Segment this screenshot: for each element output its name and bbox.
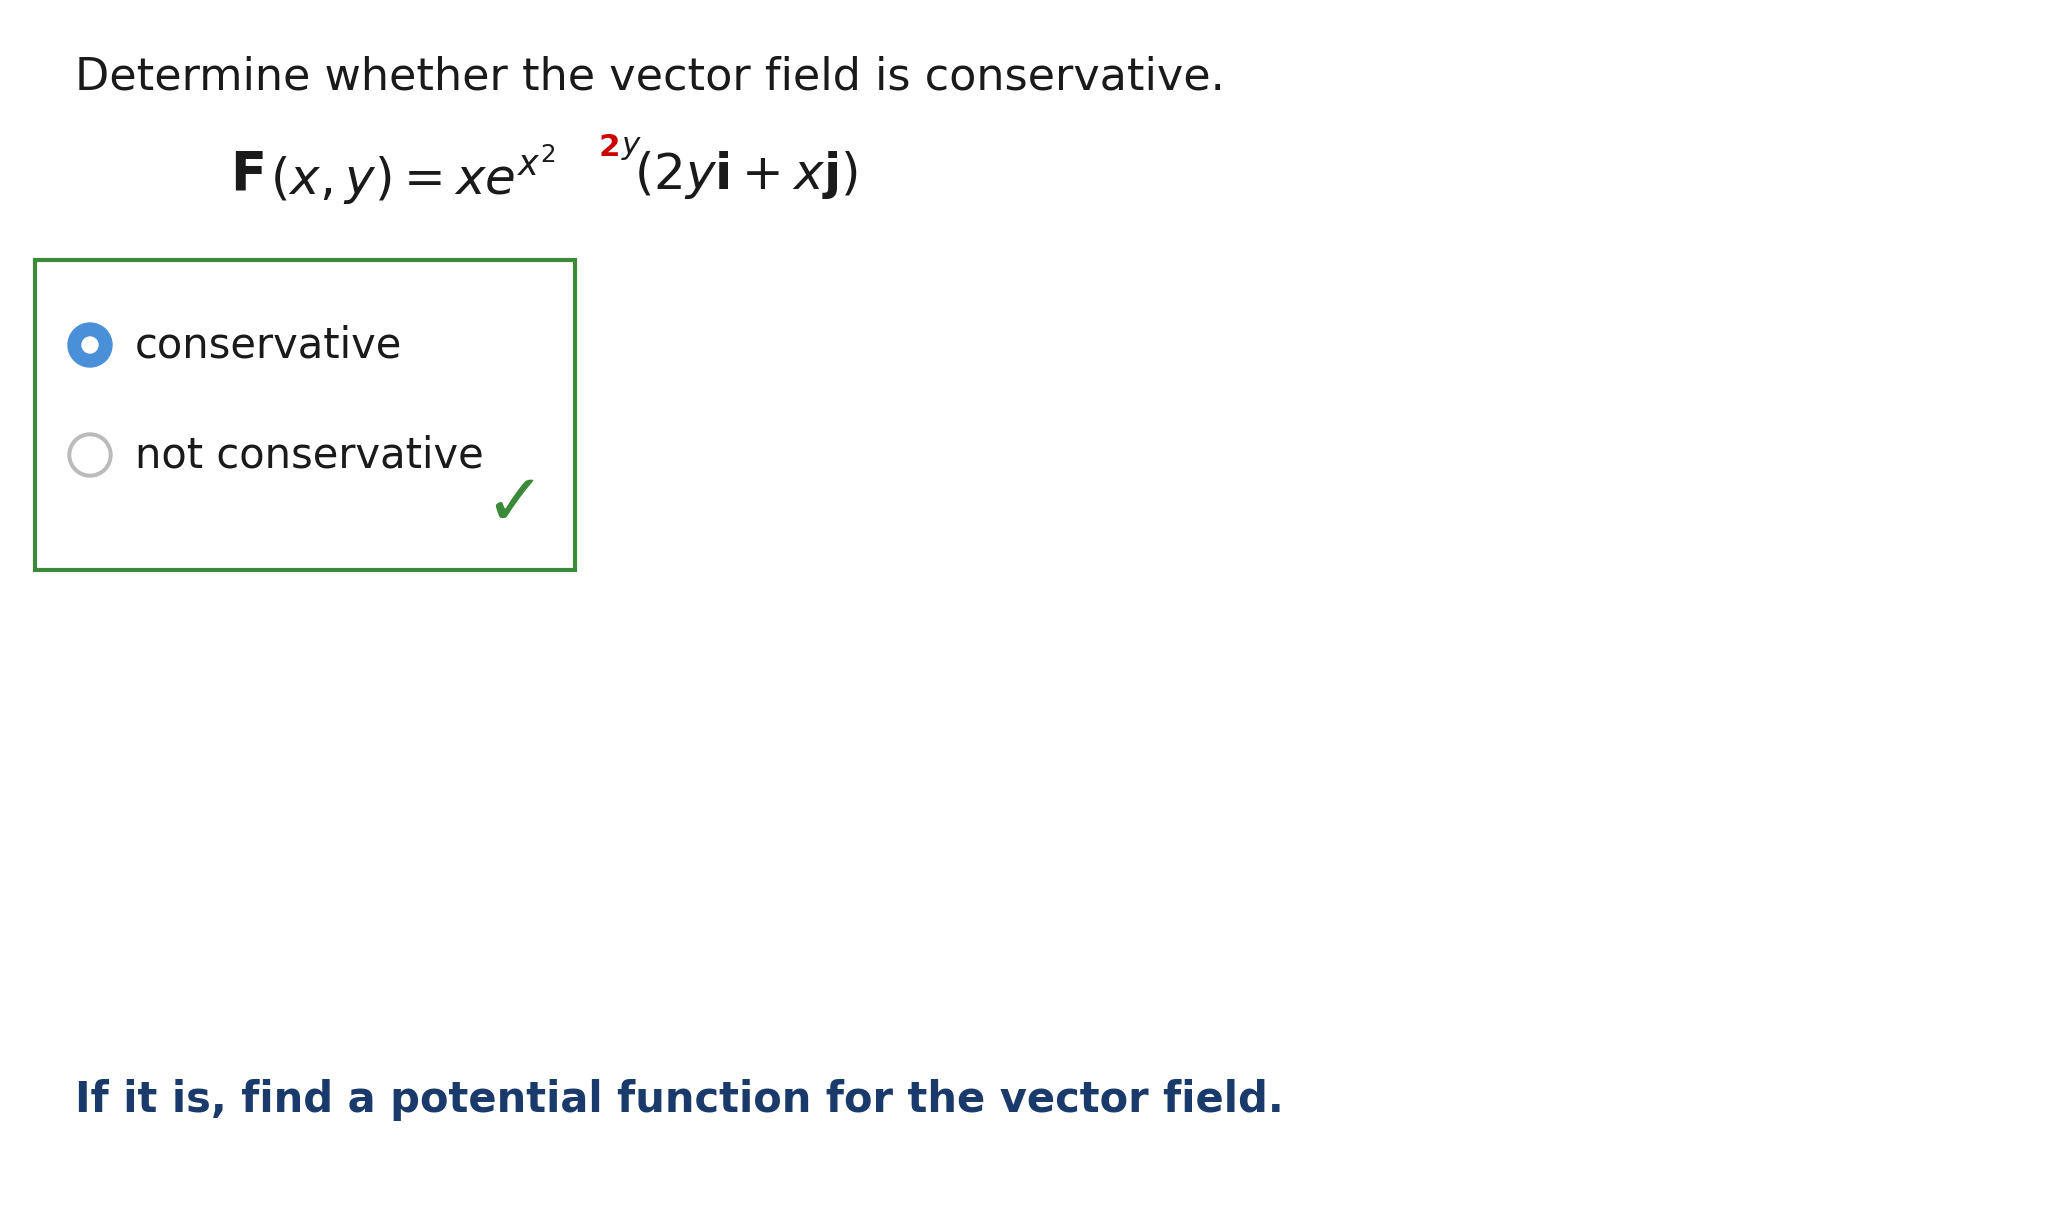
Text: $y$: $y$ xyxy=(622,133,642,161)
Text: $(x, y) = xe^{x^2}$: $(x, y) = xe^{x^2}$ xyxy=(270,143,554,207)
Text: $(2y\mathbf{i} + x\mathbf{j})$: $(2y\mathbf{i} + x\mathbf{j})$ xyxy=(634,149,857,201)
Circle shape xyxy=(82,337,98,353)
Circle shape xyxy=(68,323,113,367)
Text: ✓: ✓ xyxy=(485,471,544,540)
Text: not conservative: not conservative xyxy=(135,435,483,476)
Text: $\mathbf{2}$: $\mathbf{2}$ xyxy=(597,133,618,161)
Circle shape xyxy=(68,433,113,476)
Text: If it is, find a potential function for the vector field.: If it is, find a potential function for … xyxy=(76,1080,1283,1121)
Circle shape xyxy=(72,437,108,473)
Text: Determine whether the vector field is conservative.: Determine whether the vector field is co… xyxy=(76,55,1226,98)
FancyBboxPatch shape xyxy=(35,260,575,570)
Text: conservative: conservative xyxy=(135,324,403,366)
Text: $\mathbf{F}$: $\mathbf{F}$ xyxy=(229,149,264,201)
